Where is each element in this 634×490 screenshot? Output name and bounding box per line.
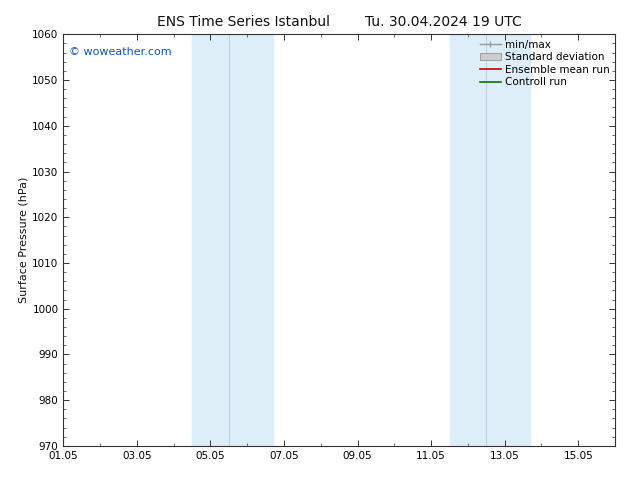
Bar: [450, 34, 486, 446]
Legend: min/max, Standard deviation, Ensemble mean run, Controll run: min/max, Standard deviation, Ensemble me…: [478, 37, 612, 89]
Text: © woweather.com: © woweather.com: [69, 47, 172, 57]
Bar: [229, 34, 273, 446]
Title: ENS Time Series Istanbul        Tu. 30.04.2024 19 UTC: ENS Time Series Istanbul Tu. 30.04.2024 …: [157, 15, 522, 29]
Bar: [486, 34, 531, 446]
Y-axis label: Surface Pressure (hPa): Surface Pressure (hPa): [18, 177, 28, 303]
Bar: [192, 34, 229, 446]
